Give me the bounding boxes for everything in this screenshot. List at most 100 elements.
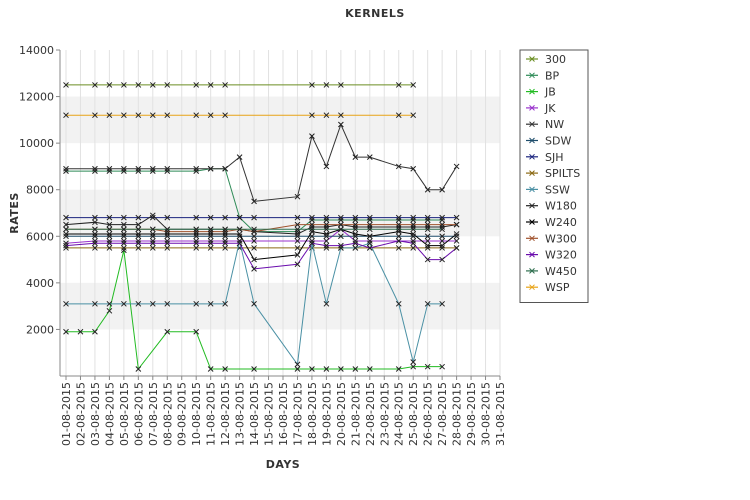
series-line (66, 168, 443, 233)
data-point (193, 228, 200, 235)
legend-label: 300 (545, 53, 566, 66)
data-point (366, 214, 373, 221)
data-point (395, 224, 402, 230)
data-point (222, 233, 228, 240)
data-point (366, 245, 373, 251)
data-point (121, 82, 127, 88)
series-w320 (63, 238, 460, 272)
x-tick-label: 18-08-2015 (306, 382, 319, 446)
legend-marker (529, 105, 535, 111)
data-point (410, 240, 417, 247)
x-axis-ticks: 01-08-2015 02-08-2015 03-08-2015 04-08-2015… (60, 376, 507, 446)
series-wsp (63, 112, 417, 119)
legend-item: BP (526, 69, 560, 82)
data-point (309, 366, 315, 372)
data-point (395, 226, 402, 233)
legend-item: 300 (526, 53, 566, 66)
data-point (149, 82, 156, 88)
data-point (323, 224, 330, 230)
data-point (207, 366, 214, 372)
data-point (121, 233, 127, 240)
data-point (294, 361, 301, 368)
data-point (309, 112, 315, 119)
data-point (410, 221, 417, 228)
data-point (121, 214, 127, 221)
series-group (63, 82, 460, 372)
legend-marker (529, 170, 535, 176)
legend-marker (529, 153, 535, 160)
data-point (338, 245, 344, 251)
legend-marker (529, 202, 535, 209)
data-point (121, 240, 127, 247)
data-point (453, 238, 460, 244)
data-point (121, 238, 127, 244)
data-point (338, 217, 344, 223)
data-point (63, 245, 69, 251)
series-sdw (63, 233, 460, 240)
x-tick-label: 13-08-2015 (234, 382, 247, 446)
data-point (323, 233, 330, 240)
data-point (309, 240, 315, 247)
x-tick-label: 30-08-2015 (480, 382, 493, 446)
x-tick-label: 01-08-2015 (60, 382, 73, 446)
legend-marker (529, 219, 535, 225)
data-point (395, 233, 402, 240)
data-point (207, 165, 214, 172)
data-point (309, 217, 315, 223)
data-point (352, 231, 359, 237)
data-point (77, 328, 84, 335)
x-tick-label: 05-08-2015 (118, 382, 131, 446)
data-point (193, 328, 200, 335)
legend-label: BP (545, 69, 560, 82)
data-point (424, 363, 431, 370)
legend-item: W300 (526, 232, 577, 245)
data-point (453, 163, 460, 170)
x-tick-label: 03-08-2015 (89, 382, 102, 446)
data-point (164, 231, 171, 237)
data-point (338, 214, 344, 221)
data-point (424, 214, 431, 221)
data-point (222, 238, 228, 244)
data-point (63, 242, 69, 249)
data-point (251, 226, 257, 233)
data-point (164, 245, 171, 251)
x-tick-label: 22-08-2015 (364, 382, 377, 446)
data-point (207, 231, 214, 237)
data-point (222, 240, 228, 247)
data-point (424, 221, 431, 228)
data-point (193, 165, 200, 172)
data-point (323, 112, 330, 119)
vertical-gridlines (65, 50, 501, 376)
data-point (323, 82, 330, 88)
y-tick-label: 10000 (19, 137, 54, 150)
data-point (366, 366, 373, 372)
data-point (236, 214, 243, 221)
data-point (439, 233, 445, 240)
data-point (439, 256, 445, 263)
data-point (207, 233, 214, 240)
grid-band (60, 96, 500, 144)
series-ssw (63, 238, 445, 368)
legend-label: SSW (545, 183, 570, 196)
legend-item: WSP (526, 281, 570, 294)
data-point (410, 224, 417, 230)
data-point (222, 82, 228, 88)
legend-label: JB (544, 86, 556, 99)
data-point (207, 214, 214, 221)
data-point (410, 231, 417, 237)
data-point (439, 221, 445, 228)
data-point (294, 252, 301, 258)
data-point (251, 266, 257, 272)
legend-item: W450 (526, 265, 577, 278)
data-point (63, 240, 69, 247)
data-point (309, 226, 315, 233)
x-tick-label: 27-08-2015 (436, 382, 449, 446)
data-point (207, 245, 214, 251)
data-point (323, 366, 330, 372)
data-point (424, 300, 431, 307)
legend-item: NW (526, 118, 564, 131)
data-point (236, 238, 243, 244)
data-point (92, 240, 98, 247)
data-point (92, 300, 98, 307)
